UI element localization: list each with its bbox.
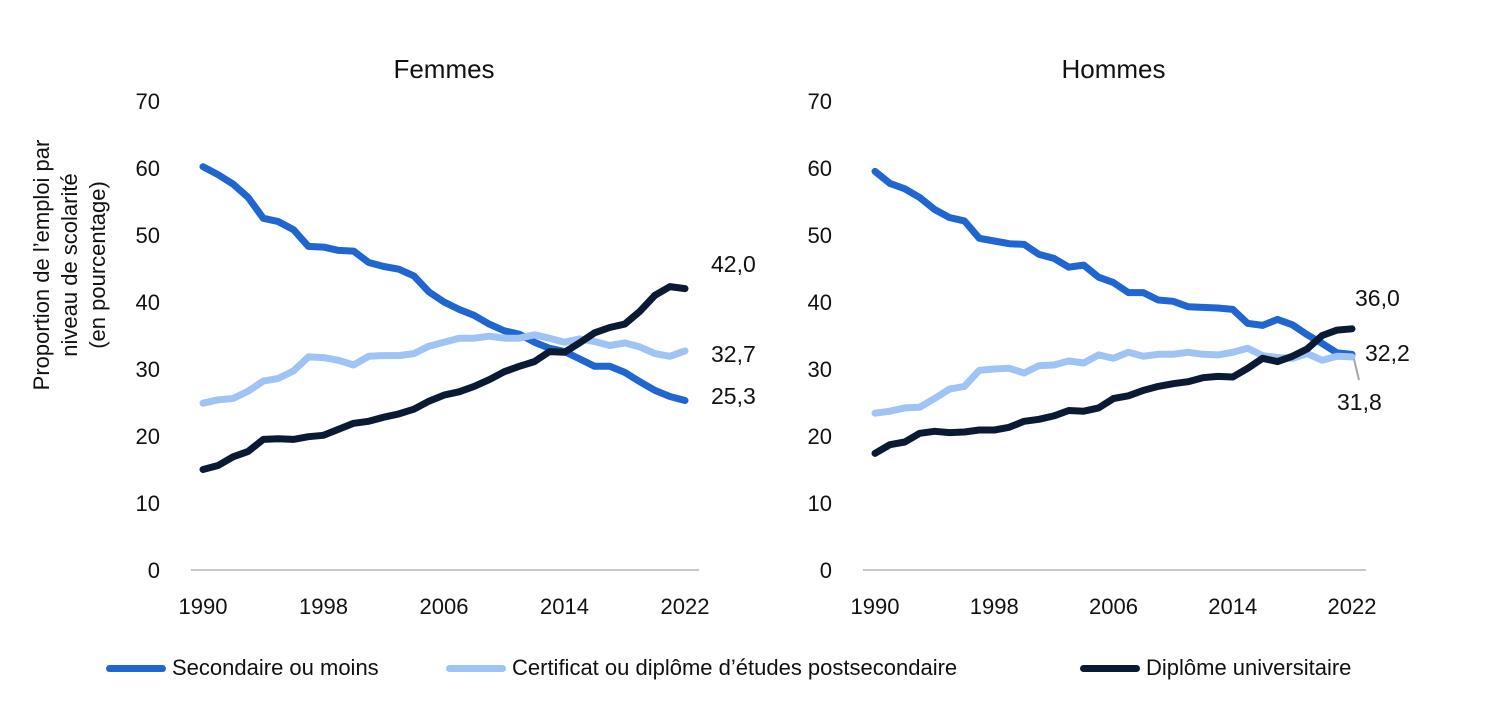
data-label: 32,2 [1365,340,1410,366]
y-tick-label: 50 [808,223,832,248]
y-tick-label: 10 [136,491,160,516]
y-tick-label: 30 [136,357,160,382]
x-tick-label: 2022 [661,594,710,619]
y-axis-label-line: niveau de scolarité [57,173,82,356]
legend-item-secondaire: Secondaire ou moins [106,648,379,688]
y-tick-label: 40 [136,290,160,315]
legend-label-secondaire: Secondaire ou moins [172,655,379,680]
panel-title: Femmes [393,54,494,84]
y-tick-label: 30 [808,357,832,382]
x-tick-label: 1998 [299,594,348,619]
x-tick-label: 2006 [1089,594,1138,619]
legend-swatch-secondaire [106,664,166,672]
panel-hommes: Hommes 0 10 20 30 40 50 60 70 1990 1998 2006 2014 202… [808,54,1410,619]
series-line [871,325,1356,457]
legend-label-certificat: Certificat ou diplôme d’études postsecon… [512,655,958,680]
x-tick-label: 2014 [540,594,589,619]
legend-item-universitaire: Diplôme universitaire [1080,648,1351,688]
x-tick-label: 2006 [420,594,469,619]
legend-swatch-universitaire [1080,664,1140,672]
series-line [199,283,689,473]
data-label: 32,7 [711,341,756,367]
y-tick-label: 60 [808,156,832,181]
x-tick-label: 1990 [851,594,900,619]
y-tick-label: 70 [808,89,832,114]
y-tick-label: 70 [136,89,160,114]
data-label: 31,8 [1337,389,1382,415]
legend: Secondaire ou moins Certificat ou diplôm… [0,648,1493,688]
y-tick-label: 50 [136,223,160,248]
legend-item-certificat: Certificat ou diplôme d’études postsecon… [446,648,957,688]
panel-title: Hommes [1061,54,1165,84]
y-tick-label: 20 [808,424,832,449]
x-tick-label: 1990 [179,594,228,619]
data-label: 36,0 [1355,285,1400,311]
y-axis-label-line: Proportion de l’emploi par [29,140,54,391]
series-line [199,163,689,404]
y-tick-label: 60 [136,156,160,181]
legend-label-universitaire: Diplôme universitaire [1146,655,1352,680]
panel-femmes: Femmes 0 10 20 30 40 50 60 70 1990 1998 2006 2014 202… [136,54,756,619]
y-axis-label-line: (en pourcentage) [85,181,110,349]
legend-swatch-certificat [446,664,506,672]
series-line [871,167,1356,358]
y-tick-label: 10 [808,491,832,516]
y-tick-label: 40 [808,290,832,315]
y-tick-label: 20 [136,424,160,449]
y-tick-label: 0 [820,558,832,583]
series-line [199,331,689,407]
x-tick-label: 2014 [1208,594,1257,619]
data-label: 25,3 [711,383,756,409]
data-label-leader [1353,358,1360,381]
x-tick-label: 1998 [970,594,1019,619]
data-label: 42,0 [711,251,756,277]
y-tick-label: 0 [148,558,160,583]
y-axis-label-text: Proportion de l’emploi par niveau de scol… [29,140,110,391]
x-tick-label: 2022 [1328,594,1377,619]
y-axis-label: Proportion de l’emploi par niveau de scol… [14,100,124,430]
